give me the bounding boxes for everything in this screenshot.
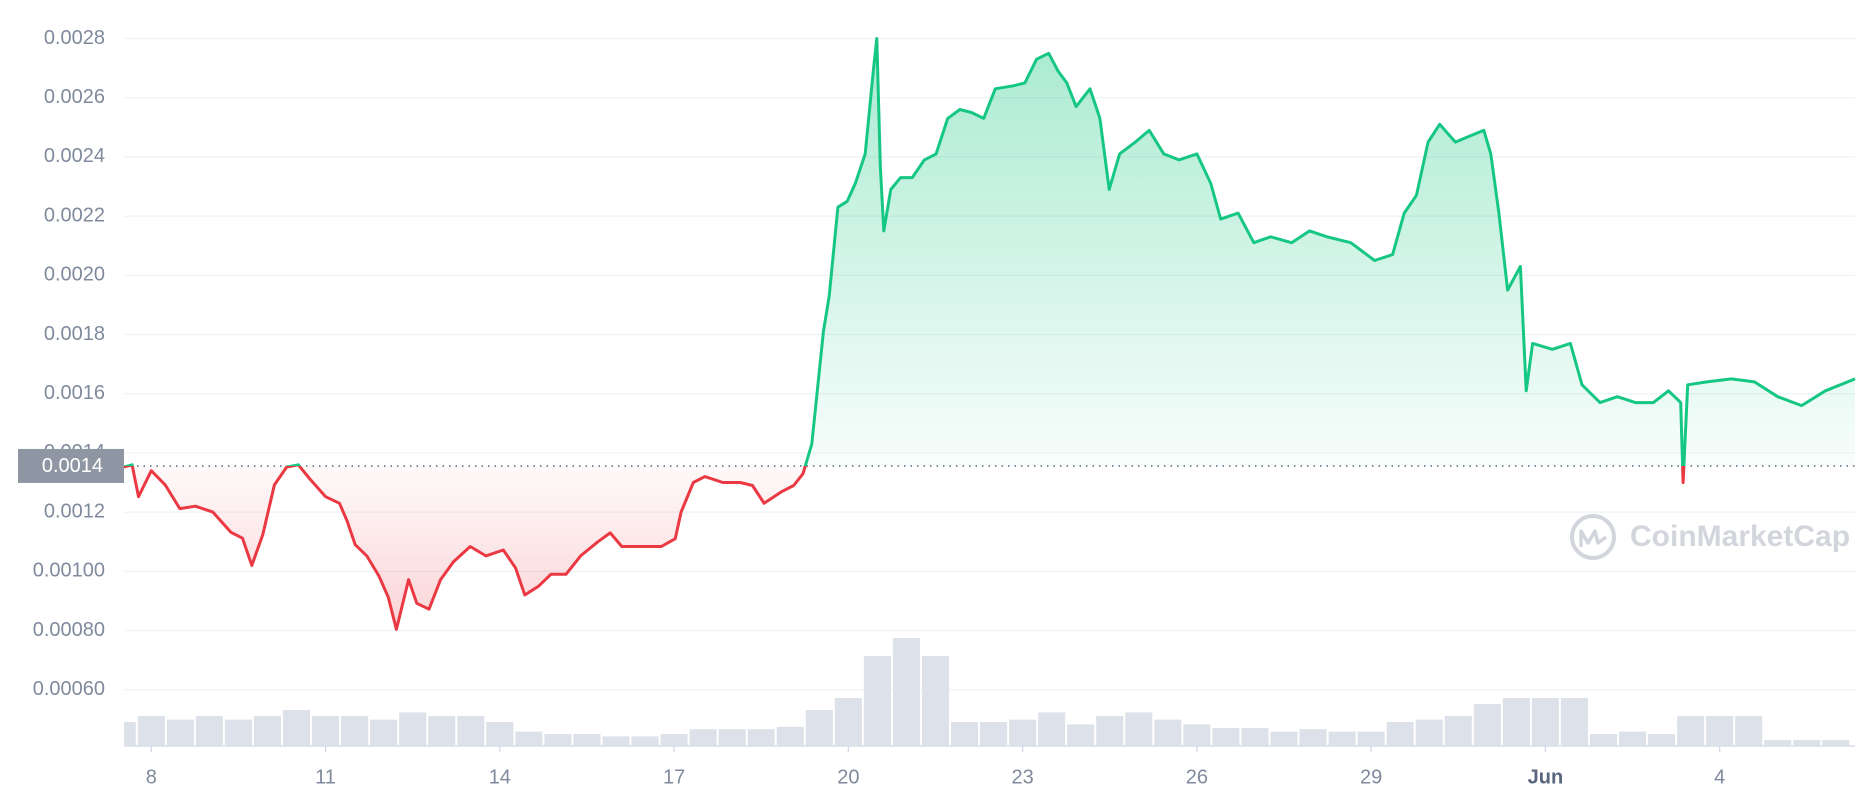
volume-bar xyxy=(1531,698,1559,746)
volume-bar xyxy=(1096,716,1124,746)
volume-bar xyxy=(1444,716,1472,746)
price-line xyxy=(123,37,1856,631)
volume-bar xyxy=(1822,740,1850,746)
x-tick-label: Jun xyxy=(1528,766,1564,788)
volume-bar xyxy=(1299,729,1327,746)
volume-bar xyxy=(486,722,514,746)
volume-bars xyxy=(124,638,1850,746)
baseline-label: 0.0014 xyxy=(42,455,103,477)
volume-bar xyxy=(1357,731,1385,746)
volume-bar xyxy=(1764,740,1792,746)
volume-bar xyxy=(921,656,950,746)
y-tick-label: 0.0018 xyxy=(44,323,105,345)
x-tick-label: 17 xyxy=(663,766,685,788)
y-tick-label: 0.0022 xyxy=(44,204,105,226)
y-tick-label: 0.00080 xyxy=(33,619,105,641)
volume-bar xyxy=(1328,731,1356,746)
x-tick-label: 4 xyxy=(1714,766,1725,788)
volume-bar xyxy=(863,656,891,746)
volume-bar xyxy=(224,719,252,746)
volume-bar xyxy=(1241,728,1269,746)
volume-bar xyxy=(124,722,136,746)
volume-bar xyxy=(312,716,340,746)
volume-bar xyxy=(1212,728,1240,746)
volume-bar xyxy=(1648,734,1676,746)
volume-bar xyxy=(341,716,369,746)
volume-bar xyxy=(631,736,659,746)
volume-bar xyxy=(137,716,165,746)
volume-bar xyxy=(718,729,746,746)
y-tick-label: 0.0026 xyxy=(44,86,105,108)
volume-bar xyxy=(1677,716,1705,746)
volume-bar xyxy=(602,736,630,746)
volume-bar xyxy=(1502,698,1530,746)
volume-bar xyxy=(980,722,1008,746)
labels: 0.00060 0.00080 0.00100 0.0012 0.0014 0.0016 0… xyxy=(18,27,1725,788)
volume-bar xyxy=(951,722,979,746)
volume-bar xyxy=(1067,724,1095,746)
volume-bar xyxy=(1154,719,1182,746)
volume-bar xyxy=(1473,704,1501,746)
volume-bar xyxy=(834,698,862,746)
volume-bar xyxy=(660,734,688,746)
volume-bar xyxy=(1706,716,1734,746)
volume-bar xyxy=(689,729,717,746)
volume-bar xyxy=(399,712,427,746)
x-tick-label: 26 xyxy=(1186,766,1208,788)
volume-bar xyxy=(428,716,456,746)
baseline-label-box xyxy=(18,448,124,483)
volume-bar xyxy=(1415,719,1443,746)
x-tick-label: 23 xyxy=(1011,766,1033,788)
x-tick-label: 8 xyxy=(146,766,157,788)
volume-bar xyxy=(573,734,601,746)
volume-bar xyxy=(195,716,223,746)
volume-bar xyxy=(805,710,833,746)
y-tick-label: 0.00060 xyxy=(33,678,105,700)
y-tick-label: 0.0016 xyxy=(44,382,105,404)
volume-bar xyxy=(1735,716,1763,746)
volume-bar xyxy=(1793,740,1821,746)
watermark: CoinMarketCap xyxy=(1570,514,1850,560)
volume-bar xyxy=(776,726,804,746)
volume-bar xyxy=(166,719,194,746)
x-tick-label: 29 xyxy=(1360,766,1382,788)
volume-bar xyxy=(1619,731,1647,746)
price-area xyxy=(124,38,1855,630)
volume-bar xyxy=(370,719,398,746)
x-tick-label: 14 xyxy=(489,766,511,788)
volume-bar xyxy=(544,734,572,746)
watermark-logo xyxy=(1570,514,1616,560)
volume-bar xyxy=(892,638,920,746)
volume-bar xyxy=(1270,731,1298,746)
watermark-logo-mark xyxy=(1579,529,1608,547)
volume-bar xyxy=(1183,724,1211,746)
watermark-text: CoinMarketCap xyxy=(1630,520,1850,553)
plot xyxy=(123,37,1856,631)
volume-bar xyxy=(1386,722,1414,746)
volume-bar xyxy=(1560,698,1588,746)
volume-bar xyxy=(282,710,311,746)
y-tick-label: 0.0012 xyxy=(44,500,105,522)
volume-bar xyxy=(1038,712,1066,746)
y-tick-label: 0.0028 xyxy=(44,27,105,49)
y-tick-label: 0.00100 xyxy=(33,560,105,582)
volume-bar xyxy=(515,731,543,746)
x-tick-label: 20 xyxy=(837,766,859,788)
volume-bar xyxy=(253,716,281,746)
volume-bar xyxy=(457,716,485,746)
volume-bar xyxy=(1589,734,1618,746)
y-tick-label: 0.0024 xyxy=(44,145,105,167)
volume-bar xyxy=(1125,712,1153,746)
volume-bar xyxy=(747,729,775,746)
y-tick-label: 0.0020 xyxy=(44,264,105,286)
x-tick-label: 11 xyxy=(315,766,336,788)
volume-bar xyxy=(1009,719,1037,746)
